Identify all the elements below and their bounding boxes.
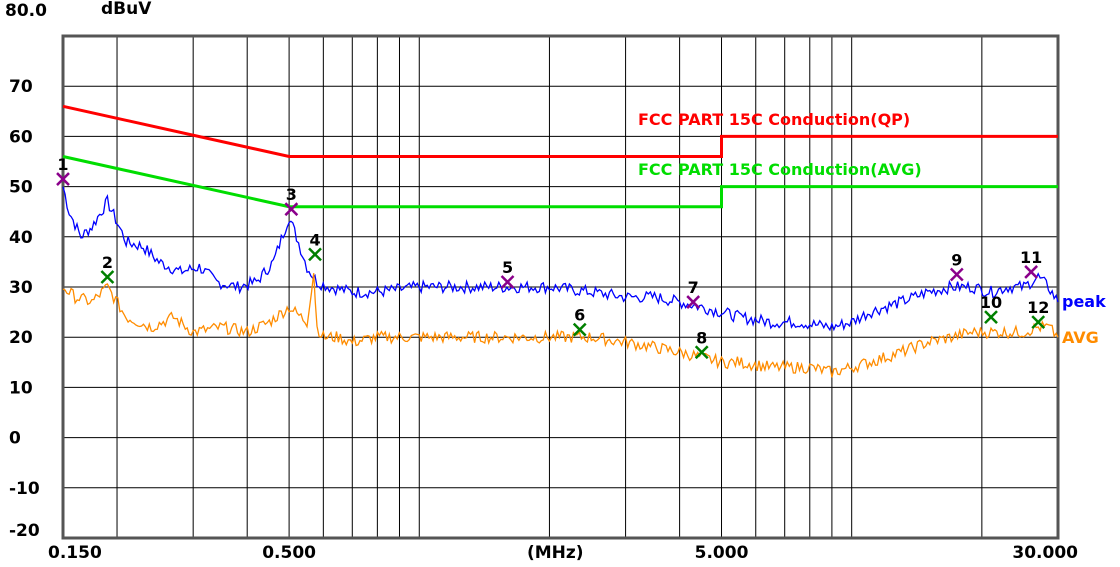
marker-cross	[500, 275, 515, 289]
y-top-label: 80.0	[5, 1, 47, 21]
marker-2: 2	[100, 253, 115, 284]
y-tick-label: 60	[9, 127, 33, 147]
marker-6: 6	[572, 306, 587, 337]
x-tick-labels: 0.150 0.500 5.000 30.000	[48, 543, 1078, 563]
marker-cross	[1024, 265, 1039, 279]
plot-frame	[61, 34, 1060, 540]
marker-cross	[56, 172, 70, 186]
legend: peak AVG	[1062, 292, 1106, 347]
y-tick-label: 10	[9, 378, 33, 398]
y-tick-label: 30	[9, 278, 33, 298]
y-tick-labels: 70 60 50 40 30 20 10 0 -10 -20	[9, 77, 40, 541]
limit-labels: FCC PART 15C Conduction(QP) FCC PART 15C …	[638, 110, 922, 179]
y-tick-label: 0	[9, 429, 21, 449]
y-tick-label: -10	[9, 479, 40, 499]
marker-cross	[100, 270, 115, 284]
marker-5: 5	[500, 258, 515, 289]
marker-label: 5	[502, 258, 513, 277]
marker-8: 8	[694, 328, 709, 360]
legend-avg: AVG	[1062, 328, 1099, 347]
marker-3: 3	[284, 185, 299, 217]
marker-label: 6	[574, 306, 585, 325]
y-tick-label: 40	[9, 228, 33, 248]
qp-limit-line	[62, 104, 1058, 158]
marker-cross	[984, 310, 998, 325]
marker-9: 9	[949, 250, 964, 282]
avg-limit-line	[62, 155, 1058, 209]
marker-label: 3	[286, 185, 297, 204]
y-tick-label: 20	[9, 328, 33, 348]
data-series	[62, 186, 1059, 378]
legend-peak: peak	[1062, 292, 1106, 311]
marker-label: 10	[980, 293, 1002, 312]
marker-cross	[949, 267, 964, 282]
y-tick-label: -20	[9, 521, 40, 541]
marker-label: 12	[1027, 298, 1049, 317]
y-axis-unit: dBuV	[101, 0, 152, 19]
marker-cross	[694, 345, 709, 360]
x-tick-label: 0.150	[48, 543, 102, 563]
marker-label: 1	[57, 155, 68, 174]
marker-12: 12	[1027, 298, 1049, 330]
avg-limit-label: FCC PART 15C Conduction(AVG)	[638, 160, 922, 179]
marker-cross	[686, 295, 701, 309]
qp-limit-label: FCC PART 15C Conduction(QP)	[638, 110, 910, 129]
peak-series-line	[62, 186, 1059, 332]
marker-label: 9	[951, 250, 962, 269]
x-axis-unit: (MHz)	[527, 543, 584, 563]
marker-cross	[572, 322, 587, 337]
x-tick-label: 30.000	[1012, 543, 1078, 563]
marker-label: 2	[102, 253, 113, 272]
marker-cross	[284, 202, 299, 217]
marker-cross	[308, 247, 322, 262]
axis-labels: 80.0 dBuV (MHz)	[5, 0, 584, 563]
marker-label: 8	[696, 328, 707, 347]
marker-cross	[1031, 315, 1046, 330]
marker-10: 10	[980, 293, 1002, 325]
y-tick-label: 50	[9, 178, 33, 198]
limit-lines	[62, 104, 1058, 209]
marker-4: 4	[308, 230, 322, 262]
y-tick-label: 70	[9, 77, 33, 97]
marker-label: 4	[309, 230, 320, 249]
marker-11: 11	[1020, 248, 1042, 279]
x-tick-label: 5.000	[695, 543, 749, 563]
marker-label: 7	[688, 278, 699, 297]
avg-series-line	[62, 273, 1059, 378]
marker-1: 1	[56, 155, 70, 186]
x-tick-label: 0.500	[262, 543, 316, 563]
marker-7: 7	[686, 278, 701, 309]
marker-label: 11	[1020, 248, 1042, 267]
